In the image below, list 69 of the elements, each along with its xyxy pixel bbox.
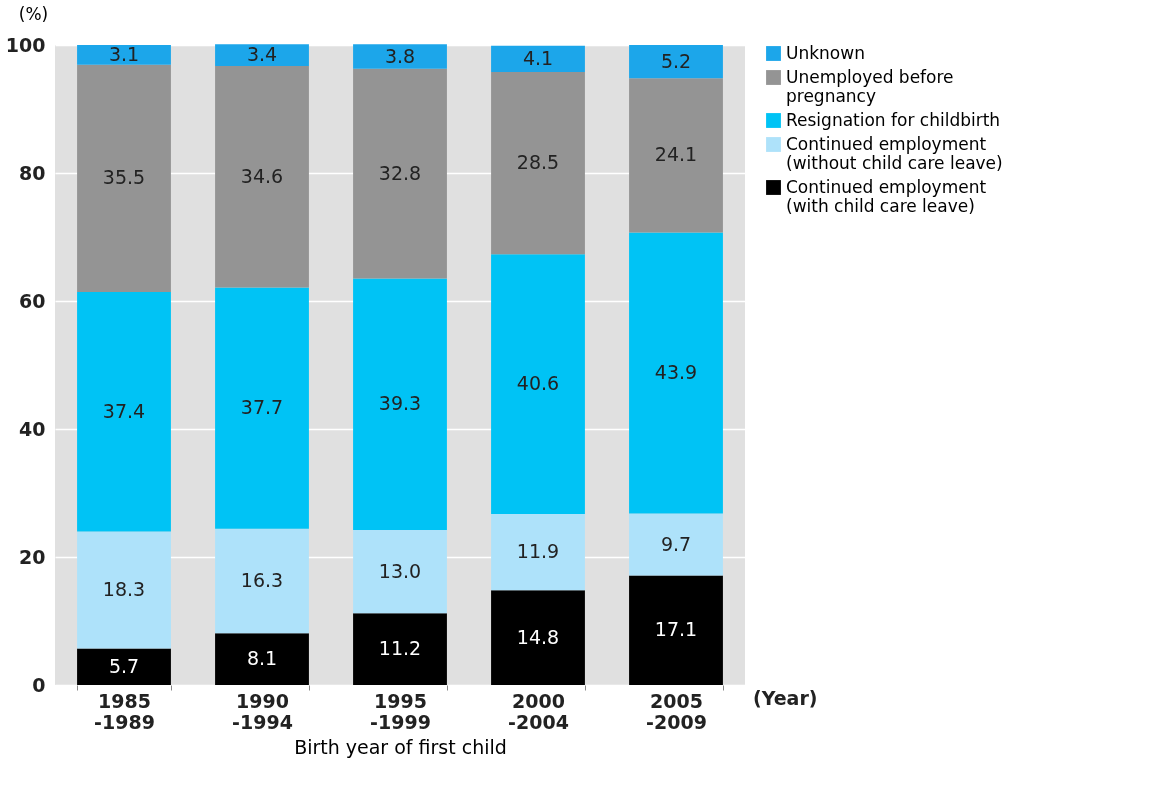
y-tick-label: 20 [19, 545, 46, 568]
data-label: 5.7 [108, 654, 140, 677]
bar [77, 648, 171, 685]
y-tick-label: 40 [19, 417, 46, 440]
bar [353, 530, 447, 614]
y-tick-label: 100 [5, 33, 46, 56]
data-label: 8.1 [246, 647, 278, 670]
data-label: 18.3 [102, 577, 146, 600]
data-label: 37.7 [240, 396, 284, 419]
x-tick-label: 1985 -1989 [94, 689, 155, 733]
bar [77, 64, 171, 293]
bar [491, 514, 585, 591]
data-label: 37.4 [102, 399, 146, 422]
data-label: 14.8 [516, 625, 560, 648]
bar [629, 513, 723, 576]
y-tick-label: 60 [19, 289, 46, 312]
y-tick-label: 80 [19, 161, 46, 184]
y-axis-title: (%) [18, 3, 49, 24]
legend-label: Resignation for childbirth [786, 109, 1001, 130]
x-tick-label: 1995 -1999 [370, 689, 431, 733]
data-label: 32.8 [378, 161, 422, 184]
bar [215, 44, 309, 67]
data-label: 11.9 [516, 540, 560, 563]
data-label: 35.5 [102, 166, 146, 189]
x-tick-label: 2005 -2009 [646, 689, 707, 733]
x-tick-label: 2000 -2004 [508, 689, 569, 733]
data-label: 17.1 [654, 618, 698, 641]
data-label: 9.7 [660, 532, 692, 555]
data-label: 11.2 [378, 637, 422, 660]
data-label: 3.4 [246, 43, 278, 66]
bar [77, 45, 171, 65]
data-label: 3.1 [108, 42, 140, 65]
data-label: 5.2 [660, 49, 692, 72]
data-label: 3.8 [384, 44, 416, 67]
bar [215, 633, 309, 685]
bar [491, 45, 585, 72]
legend-label: Unknown [786, 42, 865, 63]
data-label: 34.6 [240, 164, 284, 187]
legend-label: Continued employment (with child care leave) [786, 176, 987, 216]
legend-label: Unemployed before pregnancy [786, 66, 954, 106]
bar [353, 68, 447, 279]
data-label: 24.1 [654, 143, 698, 166]
bar [629, 78, 723, 233]
bar [629, 45, 723, 79]
bar [353, 613, 447, 685]
bar [491, 254, 585, 515]
data-label: 16.3 [240, 569, 284, 591]
bar [77, 531, 171, 649]
legend-label: Continued employment (without child care leave) [786, 133, 1003, 173]
bar [629, 232, 723, 514]
data-label: 13.0 [378, 559, 422, 582]
bar [215, 287, 309, 529]
bar [353, 278, 447, 531]
data-label: 43.9 [654, 361, 698, 383]
x-tick-label: 1990 -1994 [232, 689, 293, 733]
bar [215, 66, 309, 288]
data-label: 39.3 [378, 392, 422, 415]
bar [491, 71, 585, 255]
data-label: 40.6 [516, 372, 560, 395]
text: (Year) [753, 687, 818, 709]
y-tick-label: 0 [32, 673, 46, 696]
bar [77, 292, 171, 532]
x-axis-title: Birth year of first child [294, 735, 507, 758]
data-label: 28.5 [516, 151, 560, 174]
bar [215, 528, 309, 634]
bar [353, 44, 447, 69]
bar [629, 575, 723, 685]
data-label: 4.1 [522, 46, 554, 69]
bar [491, 590, 585, 685]
